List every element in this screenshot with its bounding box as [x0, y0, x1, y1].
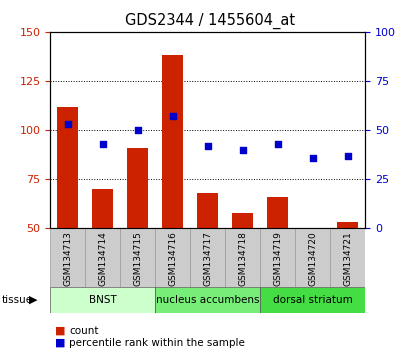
Text: count: count — [69, 326, 99, 336]
Text: ■: ■ — [55, 338, 65, 348]
Bar — [268, 197, 289, 228]
Bar — [331, 228, 365, 287]
Point — [205, 143, 211, 149]
Bar — [92, 189, 113, 228]
Text: ■: ■ — [55, 326, 65, 336]
Bar — [50, 228, 85, 287]
Point — [310, 155, 316, 160]
Bar — [260, 228, 295, 287]
Bar — [295, 228, 331, 287]
Text: GSM134721: GSM134721 — [344, 231, 352, 286]
Bar — [50, 287, 155, 313]
Text: ▶: ▶ — [29, 295, 37, 305]
Bar — [155, 287, 260, 313]
Bar — [85, 228, 121, 287]
Point — [65, 121, 71, 127]
Text: dorsal striatum: dorsal striatum — [273, 295, 353, 305]
Bar — [190, 228, 226, 287]
Text: GSM134717: GSM134717 — [203, 231, 213, 286]
Bar — [121, 228, 155, 287]
Point — [170, 114, 176, 119]
Bar — [58, 107, 79, 228]
Point — [344, 153, 351, 159]
Bar — [226, 228, 260, 287]
Bar — [127, 148, 148, 228]
Text: nucleus accumbens: nucleus accumbens — [156, 295, 260, 305]
Text: GSM134719: GSM134719 — [273, 231, 282, 286]
Text: GSM134713: GSM134713 — [63, 231, 72, 286]
Point — [134, 127, 141, 133]
Text: GSM134718: GSM134718 — [239, 231, 247, 286]
Text: BNST: BNST — [89, 295, 117, 305]
Text: GSM134715: GSM134715 — [134, 231, 142, 286]
Text: tissue: tissue — [2, 295, 33, 305]
Point — [100, 141, 106, 147]
Text: GSM134714: GSM134714 — [98, 231, 108, 286]
Bar — [197, 193, 218, 228]
Text: GDS2344 / 1455604_at: GDS2344 / 1455604_at — [125, 12, 295, 29]
Bar — [163, 56, 184, 228]
Text: percentile rank within the sample: percentile rank within the sample — [69, 338, 245, 348]
Bar — [337, 222, 358, 228]
Bar — [260, 287, 365, 313]
Text: GSM134720: GSM134720 — [308, 231, 318, 286]
Text: GSM134716: GSM134716 — [168, 231, 177, 286]
Bar — [155, 228, 190, 287]
Bar — [232, 213, 253, 228]
Point — [239, 147, 246, 153]
Point — [275, 141, 281, 147]
